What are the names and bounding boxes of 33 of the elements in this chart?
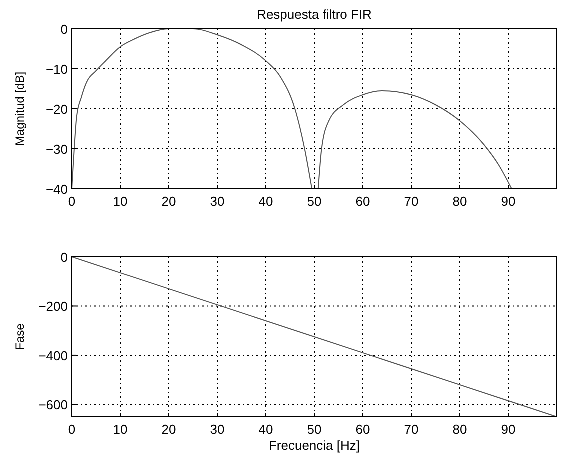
y-tick-label: −20 (46, 102, 68, 117)
x-tick-label: 70 (404, 422, 419, 437)
x-tick-label: 50 (307, 422, 322, 437)
x-tick-label: 60 (356, 422, 370, 437)
x-tick-label: 50 (307, 194, 322, 209)
y-tick-label: 0 (60, 250, 68, 265)
line-series (318, 90, 512, 190)
y-axis-title: Magnitud [dB] (13, 72, 27, 146)
y-tick-label: −400 (38, 348, 68, 364)
chart-title: Respuesta filtro FIR (257, 7, 372, 22)
x-axis-title: Frecuencia [Hz] (268, 438, 360, 453)
x-tick-label: 10 (113, 422, 128, 437)
x-tick-label: 10 (113, 194, 128, 209)
x-tick-label: 20 (162, 194, 176, 209)
x-tick-label: 90 (501, 422, 516, 437)
x-tick-label: 20 (162, 422, 176, 437)
x-tick-label: 40 (258, 422, 274, 437)
y-tick-label: −600 (38, 398, 68, 413)
x-tick-label: 80 (452, 422, 468, 437)
x-tick-label: 30 (210, 422, 225, 437)
line-series (72, 28, 313, 190)
x-tick-label: 70 (404, 194, 419, 209)
y-tick-label: −30 (46, 142, 68, 157)
x-tick-label: 90 (501, 194, 516, 209)
x-tick-label: 80 (452, 194, 468, 209)
y-tick-label: −10 (46, 62, 68, 77)
x-tick-label: 30 (210, 194, 225, 209)
x-tick-label: 60 (356, 194, 370, 209)
y-tick-label: 0 (60, 22, 68, 37)
y-tick-label: −200 (38, 299, 68, 314)
x-tick-label: 40 (258, 194, 274, 209)
y-tick-label: −40 (46, 182, 68, 197)
y-axis-title: Fase (13, 323, 27, 350)
